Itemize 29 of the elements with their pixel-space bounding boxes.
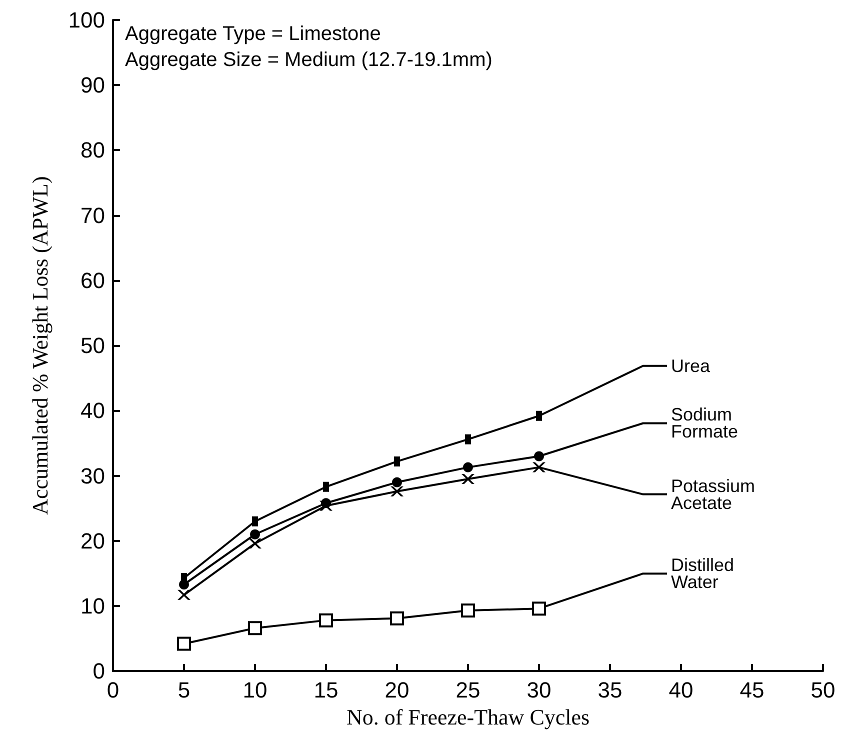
y-tick-label: 70 bbox=[80, 202, 105, 228]
y-tick-label: 30 bbox=[80, 463, 105, 488]
y-tick-label: 40 bbox=[80, 398, 105, 424]
x-tick-label: 20 bbox=[384, 678, 410, 703]
y-tick-label: 0 bbox=[92, 658, 105, 684]
x-tick-label: 5 bbox=[178, 678, 190, 703]
x-tick-label: 30 bbox=[526, 678, 552, 703]
text: Sodium Formate bbox=[671, 404, 738, 442]
annotation: Aggregate Size = Medium (12.7-19.1mm) bbox=[125, 49, 492, 71]
text: Potassium Acetate bbox=[671, 476, 760, 513]
y-tick-label: 100 bbox=[68, 8, 105, 32]
x-tick-label: 10 bbox=[242, 678, 268, 703]
x-tick-label: 50 bbox=[810, 678, 836, 703]
x-tick-label: 25 bbox=[456, 678, 480, 703]
y-tick-label: 90 bbox=[80, 72, 105, 98]
text: Urea bbox=[671, 356, 712, 376]
y-tick-label: 80 bbox=[80, 138, 105, 163]
y-tick-label: 20 bbox=[80, 528, 105, 554]
annotation: Aggregate Type = Limestone bbox=[125, 23, 381, 45]
x-axis-title: No. of Freeze-Thaw Cycles bbox=[346, 704, 590, 730]
x-tick-label: 45 bbox=[740, 678, 764, 703]
x-tick-label: 35 bbox=[598, 678, 622, 703]
y-tick-label: 50 bbox=[80, 333, 105, 358]
text: Distilled Water bbox=[671, 555, 740, 592]
x-tick-label: 40 bbox=[668, 678, 694, 703]
y-tick-label: 60 bbox=[80, 268, 105, 293]
y-tick-label: 10 bbox=[80, 593, 105, 618]
y-axis-title: Accumulated % Weight Loss (APWL) bbox=[28, 176, 52, 515]
x-tick-label: 15 bbox=[314, 678, 338, 703]
